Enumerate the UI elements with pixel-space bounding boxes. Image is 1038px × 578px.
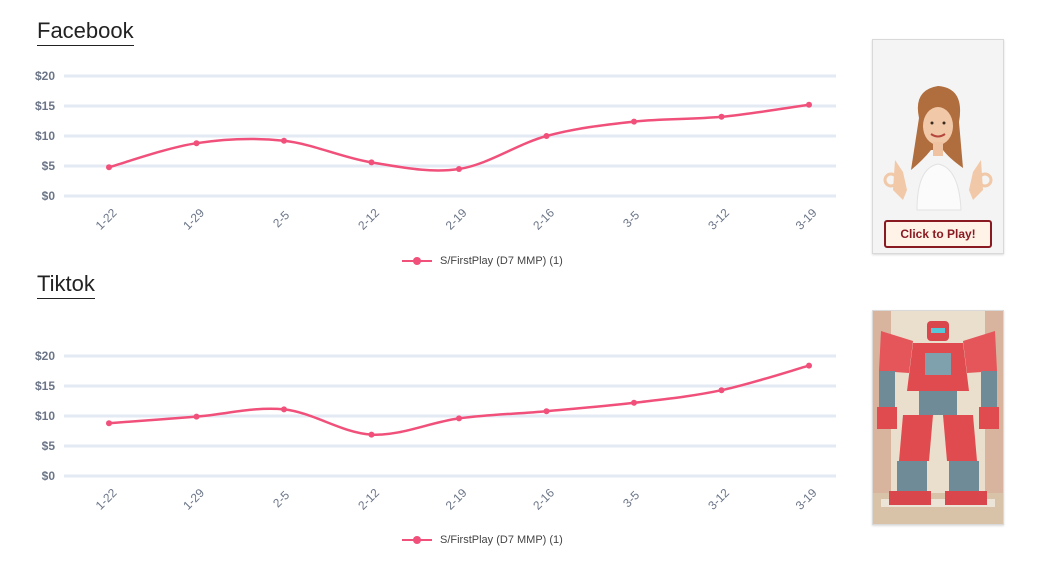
x-tick-label: 3-19: [793, 486, 820, 513]
x-tick-label: 3-5: [620, 488, 642, 510]
tiktok-section-title: Tiktok: [37, 271, 95, 299]
y-tick-label: $10: [35, 409, 55, 423]
x-tick-label: 2-12: [355, 206, 382, 233]
series-line: [108, 364, 810, 436]
x-tick-label: 2-19: [443, 206, 470, 233]
series-line: [108, 103, 810, 172]
data-point[interactable]: [631, 118, 637, 125]
x-tick-label: 3-5: [620, 208, 642, 230]
y-tick-label: $5: [42, 159, 56, 173]
data-point[interactable]: [718, 113, 725, 120]
tiktok-line-chart: $0 $5 $10 $15 $20 1-22 1-29 2-5 2-12 2-19 2-16 3-5 3…: [35, 349, 836, 513]
x-tick-label: 3-19: [793, 206, 820, 233]
data-point[interactable]: [281, 137, 287, 144]
x-tick-label: 1-22: [93, 206, 120, 233]
data-point[interactable]: [631, 399, 637, 406]
data-point[interactable]: [456, 166, 462, 172]
x-tick-label: 2-5: [270, 488, 292, 510]
x-tick-label: 1-29: [180, 486, 207, 513]
data-point[interactable]: [106, 420, 112, 427]
facebook-section-title: Facebook: [37, 18, 134, 46]
data-point[interactable]: [106, 164, 112, 171]
x-tick-label: 2-5: [270, 208, 292, 230]
y-tick-label: $20: [35, 69, 55, 83]
data-point[interactable]: [368, 159, 375, 166]
data-point[interactable]: [281, 406, 287, 413]
facebook-line-chart: $0 $5 $10 $15 $20 1-22 1-29 2-5 2-12 2-19 2-16 3-5 3…: [35, 69, 836, 233]
tiktok-ad-creative[interactable]: [872, 310, 1004, 525]
data-point[interactable]: [456, 415, 462, 422]
data-point[interactable]: [718, 387, 725, 394]
x-tick-label: 2-16: [530, 486, 557, 513]
click-to-play-button[interactable]: Click to Play!: [884, 220, 992, 248]
y-tick-label: $0: [42, 469, 56, 483]
data-point[interactable]: [193, 140, 200, 147]
y-tick-label: $15: [35, 379, 55, 393]
woman-ok-gesture-image: [873, 40, 1003, 253]
legend-swatch-icon: [402, 256, 432, 266]
data-point[interactable]: [193, 413, 200, 420]
red-robot-image: [873, 311, 1003, 524]
x-tick-label: 1-29: [180, 206, 207, 233]
x-tick-label: 3-12: [705, 206, 732, 233]
tiktok-legend-label: S/FirstPlay (D7 MMP) (1): [440, 534, 563, 546]
y-tick-label: $20: [35, 349, 55, 363]
x-tick-label: 2-12: [355, 486, 382, 513]
y-tick-label: $0: [42, 189, 56, 203]
facebook-ad-creative[interactable]: Click to Play!: [872, 39, 1004, 254]
x-tick-label: 2-16: [530, 206, 557, 233]
facebook-legend[interactable]: S/FirstPlay (D7 MMP) (1): [402, 255, 563, 267]
y-tick-label: $10: [35, 129, 55, 143]
data-point[interactable]: [368, 431, 375, 438]
facebook-legend-label: S/FirstPlay (D7 MMP) (1): [440, 255, 563, 267]
x-tick-label: 1-22: [93, 486, 120, 513]
data-point[interactable]: [543, 133, 550, 139]
data-point[interactable]: [543, 408, 550, 415]
data-point[interactable]: [806, 101, 812, 108]
y-tick-label: $5: [42, 439, 56, 453]
x-tick-label: 3-12: [705, 486, 732, 513]
legend-swatch-icon: [402, 535, 432, 545]
x-tick-label: 2-19: [443, 486, 470, 513]
y-tick-label: $15: [35, 99, 55, 113]
data-point[interactable]: [806, 362, 812, 369]
tiktok-legend[interactable]: S/FirstPlay (D7 MMP) (1): [402, 534, 563, 546]
